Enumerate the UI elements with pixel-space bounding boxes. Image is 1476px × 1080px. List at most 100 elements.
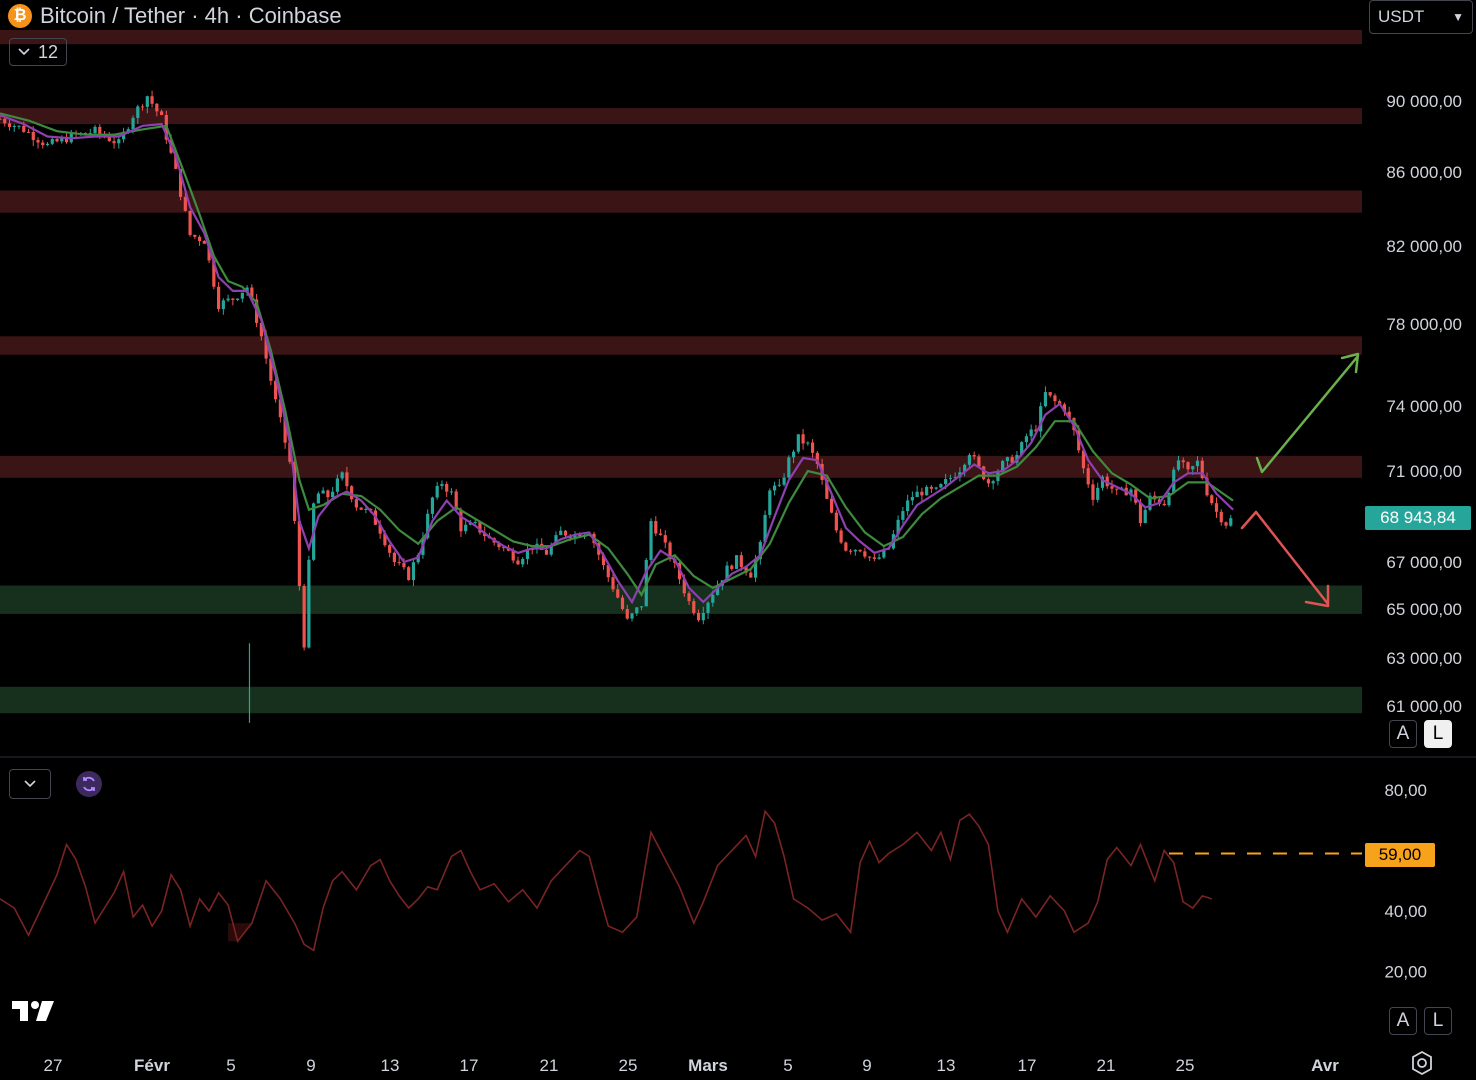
candle bbox=[1029, 424, 1033, 441]
candle bbox=[112, 136, 116, 149]
candle bbox=[768, 488, 772, 519]
candle bbox=[649, 518, 653, 564]
candle bbox=[402, 558, 406, 570]
candle bbox=[934, 486, 938, 491]
indicators-toggle-button[interactable]: 12 bbox=[9, 38, 68, 66]
rsi-pane bbox=[0, 809, 1362, 952]
candle bbox=[611, 573, 615, 593]
candle bbox=[1219, 509, 1223, 526]
candle bbox=[392, 551, 397, 567]
candle bbox=[449, 488, 454, 496]
candle bbox=[1224, 521, 1228, 529]
candle bbox=[188, 210, 192, 237]
candle bbox=[197, 235, 202, 246]
indicator-count: 12 bbox=[38, 41, 59, 62]
candle bbox=[692, 598, 696, 616]
candle bbox=[1205, 472, 1209, 497]
candle bbox=[606, 563, 610, 583]
log-scale-button[interactable]: L bbox=[1424, 720, 1452, 748]
candle bbox=[326, 489, 330, 502]
candle bbox=[882, 545, 886, 559]
candle bbox=[839, 528, 843, 545]
candle bbox=[929, 485, 933, 493]
candle bbox=[749, 569, 753, 578]
time-axis-label: 17 bbox=[1018, 1056, 1037, 1075]
candle bbox=[411, 558, 416, 587]
time-axis-label: 21 bbox=[540, 1056, 559, 1075]
candle bbox=[1053, 393, 1057, 407]
candle bbox=[730, 564, 734, 571]
time-axis-label: 5 bbox=[783, 1056, 792, 1075]
tradingview-logo-icon[interactable] bbox=[12, 997, 60, 1023]
price-axis-label: 67 000,00 bbox=[1386, 553, 1462, 572]
candle bbox=[1081, 449, 1086, 474]
candle bbox=[473, 519, 477, 525]
candle bbox=[297, 515, 301, 591]
time-axis-label: 27 bbox=[44, 1056, 63, 1075]
candle bbox=[216, 282, 221, 312]
candle bbox=[853, 549, 857, 556]
time-axis-label: 13 bbox=[381, 1056, 400, 1075]
candle bbox=[777, 479, 781, 488]
candle bbox=[782, 473, 786, 487]
candle bbox=[1048, 391, 1052, 398]
candle bbox=[630, 612, 634, 622]
price-axis-label: 63 000,00 bbox=[1386, 649, 1462, 668]
candle bbox=[354, 496, 358, 511]
time-axis-label: 17 bbox=[460, 1056, 479, 1075]
candle bbox=[530, 549, 534, 555]
candle bbox=[516, 556, 520, 565]
refresh-icon[interactable] bbox=[76, 771, 102, 797]
candle bbox=[896, 515, 900, 540]
candle bbox=[925, 485, 929, 496]
symbol-title[interactable]: ₿ Bitcoin / Tether · 4h · Coinbase bbox=[8, 2, 342, 30]
currency-select[interactable]: USDT ▼ bbox=[1369, 0, 1473, 34]
candle bbox=[559, 526, 563, 536]
price-axis-label: 71 000,00 bbox=[1386, 462, 1462, 481]
support-zone bbox=[0, 585, 1362, 614]
candle bbox=[150, 90, 154, 108]
candle bbox=[435, 482, 439, 500]
candle bbox=[145, 95, 149, 114]
resistance-zone bbox=[0, 190, 1362, 213]
candle bbox=[397, 556, 401, 566]
time-axis-label: 21 bbox=[1097, 1056, 1116, 1075]
candle bbox=[858, 549, 862, 553]
candle bbox=[240, 292, 244, 303]
candle bbox=[0, 115, 2, 120]
rsi-auto-scale-button[interactable]: A bbox=[1389, 1007, 1417, 1035]
rsi-log-scale-button[interactable]: L bbox=[1424, 1007, 1452, 1035]
candle bbox=[963, 463, 967, 477]
candle bbox=[977, 454, 981, 469]
candle bbox=[36, 137, 40, 149]
candle bbox=[1167, 491, 1171, 507]
time-axis-label: 13 bbox=[937, 1056, 956, 1075]
candle bbox=[834, 509, 838, 533]
candle bbox=[939, 483, 943, 489]
candle bbox=[1010, 454, 1014, 464]
candle bbox=[1043, 386, 1048, 408]
candlestick-series bbox=[0, 90, 1233, 723]
candle bbox=[307, 555, 311, 649]
auto-scale-button[interactable]: A bbox=[1389, 720, 1417, 748]
candle bbox=[701, 606, 705, 625]
price-axis-label: 78 000,00 bbox=[1386, 315, 1462, 334]
candle bbox=[1039, 402, 1043, 438]
candle bbox=[806, 441, 810, 446]
candle bbox=[231, 298, 235, 306]
candle bbox=[663, 530, 667, 549]
resistance-zone bbox=[0, 30, 1362, 45]
time-axis-label: Mars bbox=[688, 1056, 728, 1075]
candle bbox=[982, 465, 986, 481]
rsi-collapse-button[interactable] bbox=[9, 769, 51, 799]
price-axis-label: 65 000,00 bbox=[1386, 600, 1462, 619]
rsi-level-label: 59,00 bbox=[1365, 843, 1435, 867]
candle bbox=[915, 485, 919, 498]
moving-averages bbox=[0, 112, 1234, 605]
candle bbox=[1229, 514, 1233, 527]
candle bbox=[901, 506, 905, 524]
gear-icon[interactable] bbox=[1409, 1050, 1435, 1076]
candle bbox=[388, 543, 392, 558]
candle bbox=[1195, 456, 1200, 472]
